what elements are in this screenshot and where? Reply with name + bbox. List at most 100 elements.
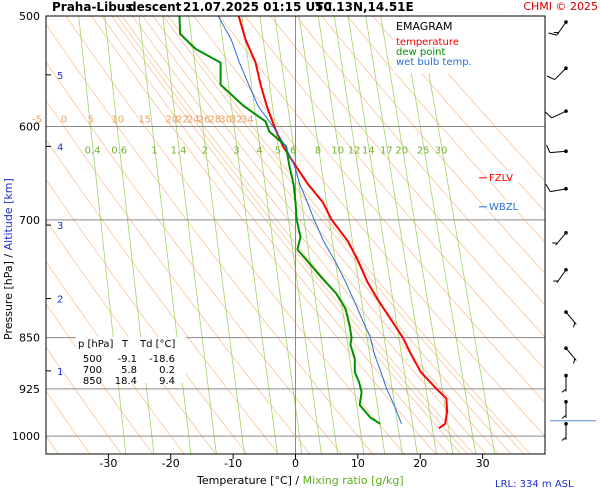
- dry-adiabat: [46, 178, 248, 454]
- x-tick-label: 10: [351, 457, 365, 470]
- dry-adiabat: [218, 16, 545, 404]
- mixing-ratio-label: 12: [348, 145, 361, 156]
- dry-adiabat: [46, 303, 154, 454]
- x-tick-label: 0: [292, 457, 299, 470]
- dry-adiabat: [46, 99, 311, 454]
- y-tick-label: 700: [19, 214, 40, 227]
- mixing-ratio-line: [274, 16, 339, 454]
- dry-adiabat-label: 28: [208, 114, 221, 125]
- dry-adiabat: [167, 16, 531, 454]
- wind-barb: [553, 267, 568, 284]
- legend-entry: temperature: [396, 37, 459, 48]
- dry-adiabat-label: 24: [187, 114, 200, 125]
- dry-adiabat: [346, 16, 545, 243]
- mixing-ratio-line: [298, 16, 365, 454]
- legend-entry: dew point: [396, 47, 445, 58]
- table-cell: 18.4: [115, 376, 137, 387]
- wind-barb-shaft: [551, 110, 567, 119]
- credit: CHMI © 2025: [523, 0, 598, 13]
- wind-barb-shaft: [565, 311, 577, 325]
- dry-adiabat-label: 20: [165, 114, 178, 125]
- mixing-ratio-line: [333, 16, 403, 454]
- table-bg: [76, 337, 186, 383]
- y-axis-title: Pressure [hPa] / Altitude [km]: [2, 178, 15, 340]
- dry-adiabat-label: 15: [138, 114, 151, 125]
- wind-barb-shaft: [554, 67, 567, 80]
- dry-adiabat: [46, 138, 280, 454]
- wind-barb: [561, 373, 568, 393]
- x-axis-title: Temperature [°C] / Mixing ratio [g/kg]: [196, 474, 404, 487]
- y-tick-label: 500: [19, 10, 40, 23]
- wind-barb: [546, 66, 568, 80]
- y-tick-label: 600: [19, 120, 40, 133]
- altitude-tick-label: 2: [57, 295, 63, 306]
- wind-barb-feather: [548, 32, 557, 36]
- legend-bg: [393, 17, 479, 73]
- data-table: p [hPa] T Td [°C] 500 -9.1 -18.6 700 5.8 0.2 850 1…: [76, 337, 186, 387]
- dry-adiabat-label: 30: [219, 114, 232, 125]
- dry-adiabat-label: 5: [88, 114, 94, 125]
- dry-adiabat-label: 10: [111, 114, 124, 125]
- wind-barb-feather: [573, 322, 576, 328]
- dry-adiabat: [65, 16, 405, 454]
- mixing-ratio-lines: [78, 16, 496, 454]
- level-label: FZLV: [489, 173, 513, 184]
- wind-barb-feather: [561, 415, 567, 419]
- series-temperature: [237, 16, 449, 430]
- header-sounding: descent: [128, 0, 182, 14]
- altitude-tick-label: 3: [57, 221, 63, 232]
- mixing-ratio-line: [241, 16, 303, 454]
- header-datetime: 21.07.2025 01:15 UTC: [183, 0, 333, 14]
- mixing-ratio-label: 8: [315, 145, 321, 156]
- dry-adiabat: [46, 61, 342, 454]
- mixing-ratio-line: [78, 16, 127, 454]
- wind-barb-feather: [561, 437, 567, 441]
- dry-adiabat: [46, 390, 91, 454]
- y-tick-label: 925: [19, 383, 40, 396]
- wind-barb-feather: [545, 111, 552, 119]
- wind-barb-shaft: [556, 269, 567, 284]
- series-dew-point: [178, 16, 381, 425]
- table-cell: 0.2: [159, 365, 175, 376]
- dry-adiabat-label: 34: [241, 114, 254, 125]
- x-tick-label: 30: [476, 457, 490, 470]
- wind-barb: [561, 400, 568, 419]
- mixing-ratio-label: 10: [331, 145, 344, 156]
- dry-adiabat: [116, 16, 468, 454]
- altitude-tick-label: 4: [57, 142, 63, 153]
- mixing-ratio-line: [365, 16, 437, 454]
- y-tick-label: 1000: [12, 430, 40, 443]
- dry-adiabat: [152, 16, 512, 454]
- table-header: p [hPa]: [78, 339, 113, 350]
- mixing-ratio-label: 3: [233, 145, 239, 156]
- mixing-ratio-label: 4: [256, 145, 262, 156]
- dry-adiabat: [193, 16, 545, 437]
- mixing-ratio-line: [347, 16, 418, 454]
- mixing-ratio-line: [188, 16, 245, 454]
- dry-adiabats: [46, 16, 545, 454]
- profiles: [178, 16, 449, 430]
- level-label-bg: [487, 170, 521, 183]
- x-tick-label: -10: [224, 457, 242, 470]
- dry-adiabat: [46, 260, 185, 454]
- wind-barb-shaft: [565, 347, 577, 361]
- mixing-ratio-label: 14: [362, 145, 375, 156]
- level-label: WBZL: [489, 202, 519, 213]
- y-axis-label-altitude: Altitude [km]: [2, 178, 15, 250]
- mixing-ratio-line: [317, 16, 386, 454]
- wind-barb-feather: [573, 358, 576, 364]
- wind-barb-feather: [545, 144, 551, 153]
- table-cell: -9.1: [117, 354, 137, 365]
- wind-barb-feather: [545, 184, 551, 192]
- wind-barb-shaft: [555, 232, 567, 246]
- dry-adiabat: [90, 16, 437, 454]
- mixing-ratio-line: [138, 16, 192, 454]
- wind-barb-shaft: [550, 150, 567, 154]
- mixing-ratio-line: [162, 16, 217, 454]
- wind-barb: [564, 346, 577, 364]
- mixing-ratio-label: 1.4: [171, 145, 187, 156]
- mixing-ratio-line: [104, 16, 155, 454]
- mixing-ratio-label: 0.4: [85, 145, 101, 156]
